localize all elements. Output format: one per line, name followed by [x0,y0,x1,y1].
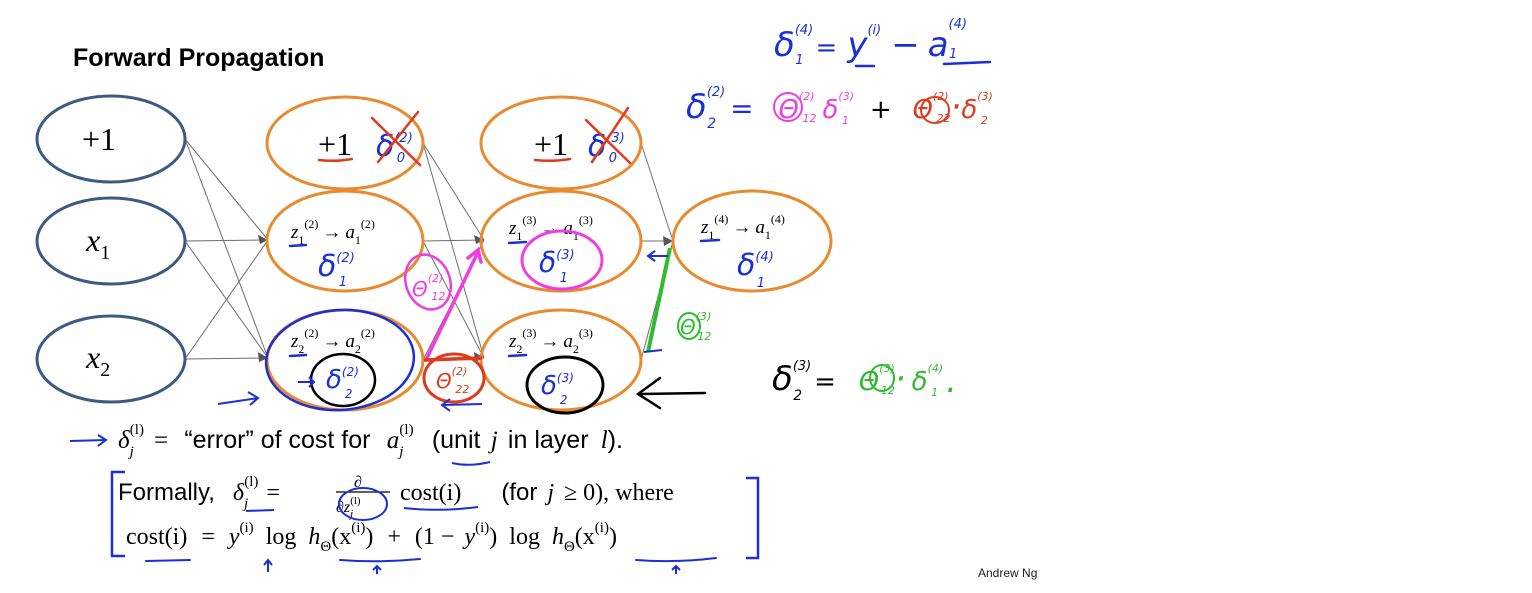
formal-cost: cost(i) (for j ≥ 0), where [400,479,674,506]
input-bias-label: +1 [82,121,116,157]
cross-out-mark-layer3 [584,106,632,165]
delta-2-layer3: δ(3) 2 [541,371,574,407]
layer3-unit1-label: z1(3) → a1(3) [508,213,593,243]
green-line-arrows [643,250,668,353]
input-x1-node [35,196,187,286]
blue-circle-layer2-unit2 [264,308,416,412]
small-arrow-into-delta [298,376,316,388]
crossed-delta-layer2: δ(2) 0 [376,129,413,166]
cross-out-mark-layer2 [370,110,422,167]
layer2-bias-label: +1 [318,126,352,162]
definition-a-underline [451,461,491,466]
definition-line: δj(l) = “error” of cost for aj(l) (unit j… [118,413,623,460]
underline-marks [288,157,721,358]
definition-arrow [69,434,108,447]
layer2-unit1-node [265,189,425,293]
layer3-unit2-label: z2(3) → a2(3) [508,326,593,356]
equation-delta2-layer3: δ(3) 2 = Θ(3) 12· δ(4) 1. [772,359,957,404]
formal-line: Formally, δj(l) = [118,474,280,512]
green-theta-label: Θ(3) 12 [680,310,711,343]
green-theta-circle [677,312,701,340]
formal-left-bracket [110,470,125,558]
black-circle-delta-2-2 [309,352,377,408]
delta-1-layer3: δ(3) 1 [539,246,575,286]
blue-input-arrow [217,391,260,406]
equation-delta2-layer2: δ(2) 2 = Θ(2) 12 δ(3) 1 + Θ(2) 22·δ(3) 2 [686,85,993,133]
formal-denominator-circle [338,487,388,521]
output-unit-node [671,189,833,293]
black-pointer-arrow [635,376,707,410]
green-weight-line [646,247,672,353]
input-bias-node [35,94,187,184]
layer3-bias-node [479,95,643,191]
layer3-unit2-node [479,308,643,412]
layer3-unit1-node [479,189,643,293]
layer2-bias-node [265,95,425,191]
formal-right-bracket [746,476,760,560]
equation-delta4: δ(4) 1 = y(i) − a(4) 1 [774,17,967,68]
layer2-unit1-label: z1(2) → a1(2) [290,217,375,247]
pink-theta-circle [403,253,453,311]
pink-weight-line [424,246,483,362]
formal-partial-numerator: ∂ [354,474,362,491]
pink-circle-delta-1-3 [520,229,604,291]
author-credit: Andrew Ng [978,566,1038,580]
input-x1-label: x1 [85,222,110,264]
red-back-arrow [440,398,483,412]
delta-2-layer2: δ(2) 2 [326,365,359,401]
red-theta-eq-circle [920,96,950,124]
layer2-unit2-label: z2(2) → a2(2) [290,326,375,356]
red-theta-label: Θ(2) 22 [436,365,469,396]
green-theta-eq-circle [869,364,895,392]
formal-delta-underline [245,509,275,512]
cost-line-underlines [145,557,717,563]
delta-1-layer2: δ(2) 1 [318,249,355,290]
slide-title: Forward Propagation [73,44,325,72]
layer3-bias-label: +1 [534,126,568,162]
cost-line: cost(i) = y(i) log hΘ(x(i)) + (1 − y(i))… [126,512,617,555]
output-unit-label: z1(4) → a1(4) [700,212,785,242]
input-x2-node [35,314,187,404]
pink-theta-eq-circle [773,92,803,122]
black-circle-delta-2-3 [525,355,605,415]
formal-cost-underline [403,506,479,511]
red-theta-circle [422,352,486,404]
pink-theta-label: Θ(2) 12 [412,272,445,303]
delta-1-layer4: δ(4) 1 [737,248,774,291]
cost-line-up-arrows [263,558,681,574]
equation-delta4-underlines [854,60,992,68]
input-x2-label: x2 [85,339,110,381]
